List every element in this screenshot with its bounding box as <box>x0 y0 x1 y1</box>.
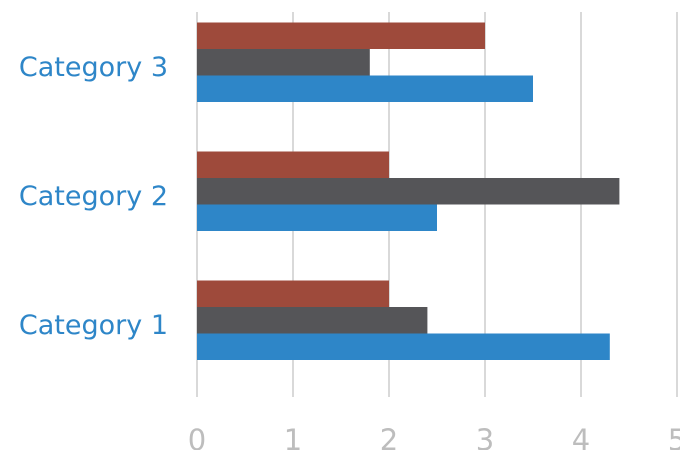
bar-series-2-category-3 <box>197 49 370 76</box>
x-tick-label-0: 0 <box>188 423 206 450</box>
bar-series-1-category-1 <box>197 333 610 360</box>
x-tick-label-1: 1 <box>284 423 302 450</box>
bars <box>197 22 620 360</box>
category-labels: Category 1 Category 2 Category 3 <box>19 52 168 341</box>
bar-series-1-category-2 <box>197 204 437 231</box>
bar-series-1-category-3 <box>197 75 533 102</box>
x-tick-labels: 0 1 2 3 4 5 <box>188 423 680 450</box>
bar-series-3-category-1 <box>197 280 389 307</box>
category-label-3: Category 3 <box>19 52 168 83</box>
bar-series-3-category-2 <box>197 151 389 178</box>
bar-series-2-category-2 <box>197 178 620 205</box>
x-tick-label-5: 5 <box>668 423 680 450</box>
x-tick-label-4: 4 <box>572 423 590 450</box>
bar-series-2-category-1 <box>197 307 428 334</box>
category-label-2: Category 2 <box>19 181 168 212</box>
x-tick-label-2: 2 <box>380 423 398 450</box>
category-label-1: Category 1 <box>19 310 168 341</box>
x-tick-label-3: 3 <box>476 423 494 450</box>
bar-series-3-category-3 <box>197 22 485 49</box>
